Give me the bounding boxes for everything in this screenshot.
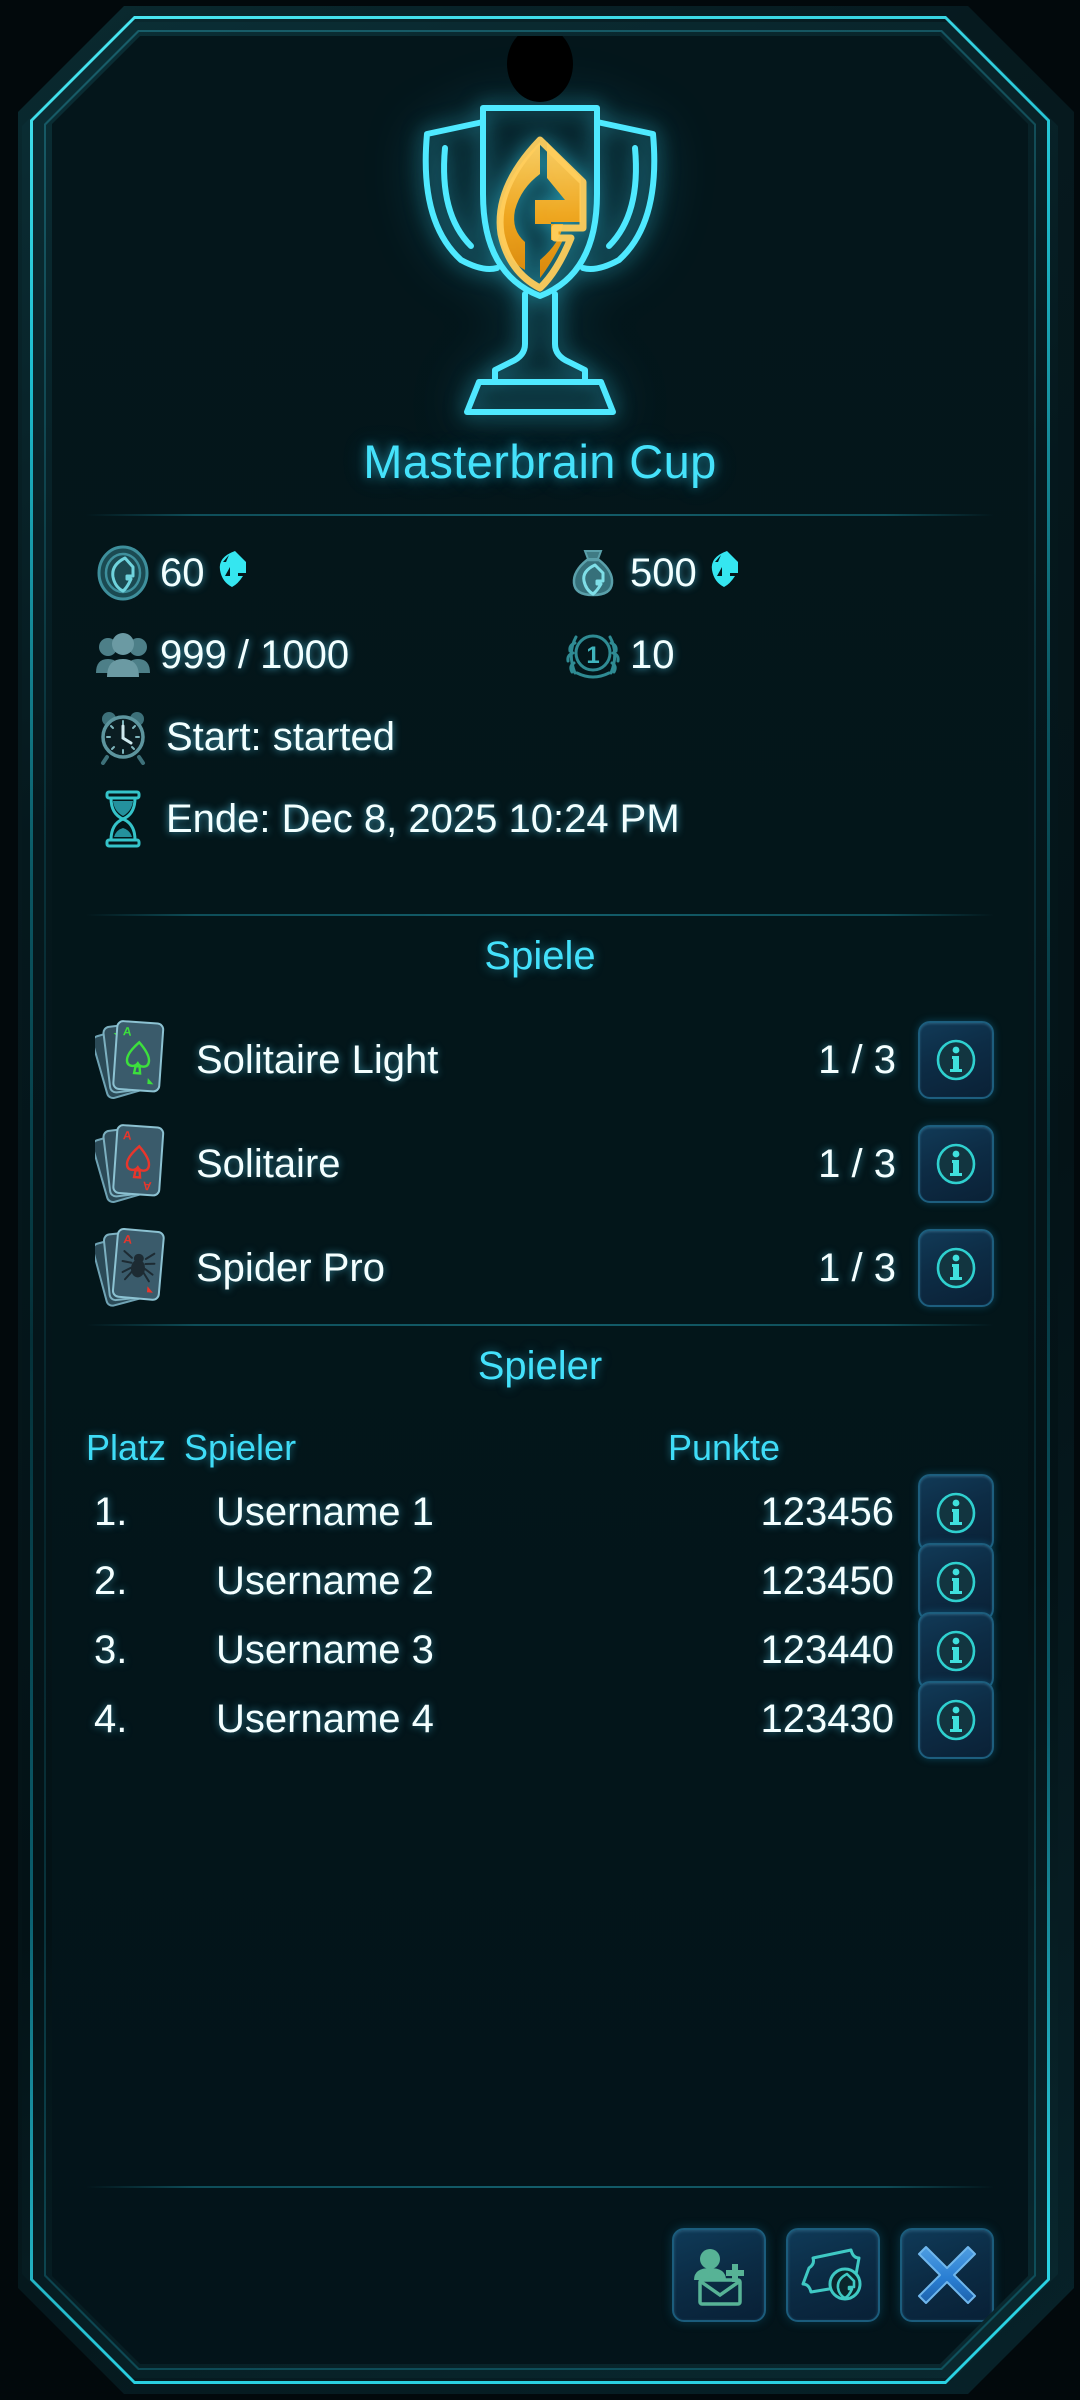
info-icon [936,1247,976,1289]
game-info-button[interactable] [918,1021,994,1099]
info-icon [936,1561,976,1602]
stats-row-counts: 999 / 1000 1 [86,614,994,696]
divider [86,514,994,516]
svg-text:A: A [123,1232,133,1247]
game-progress: 1 / 3 [818,1141,896,1186]
player-points: 123456 [760,1490,894,1534]
info-icon [936,1143,976,1185]
svg-text:A: A [142,1179,152,1194]
cards-spider-icon: A [86,1225,182,1311]
divider [86,1324,994,1326]
player-name: Username 1 [216,1490,434,1534]
players-count-stat: 999 / 1000 [86,631,556,679]
page-title: Masterbrain Cup [363,435,717,488]
currency-icon-entry [217,549,247,597]
svg-text:A: A [122,1024,132,1039]
player-rank: 3. [94,1628,128,1672]
player-info-button[interactable] [918,1680,994,1759]
games-list: A Solitaire Light 1 / 3 [86,1008,994,1320]
table-row[interactable]: 4. Username 4 123430 [86,1680,994,1759]
end-time-value: Ende: Dec 8, 2025 10:24 PM [166,796,680,841]
money-bag-icon [556,545,630,601]
tournament-stats: 60 [86,532,994,860]
table-row[interactable]: 2. Username 2 123450 [86,1542,994,1621]
info-icon [936,1492,976,1533]
table-row[interactable]: 3. Username 3 123440 [86,1611,994,1690]
players-table: Platz Spieler Punkte 1. Username 1 12345… [86,1418,994,1759]
invite-user-button[interactable] [672,2228,766,2322]
ticket-button[interactable] [786,2228,880,2322]
hourglass-icon [86,790,160,848]
footer-actions [86,2220,994,2330]
divider [86,2186,994,2188]
players-count-value: 999 / 1000 [160,632,350,677]
player-info-button[interactable] [918,1611,994,1690]
prize-pool-value: 500 [630,550,697,595]
stats-row-fees: 60 [86,532,994,614]
people-icon [86,631,160,679]
game-info-button[interactable] [918,1229,994,1307]
entry-fee-value: 60 [160,550,205,595]
cards-spade-red-icon: A A [86,1121,182,1207]
player-name: Username 4 [216,1697,434,1741]
coin-icon [86,545,160,601]
info-icon [936,1630,976,1671]
games-heading: Spiele [484,934,596,978]
player-rank: 2. [94,1559,128,1603]
game-progress: 1 / 3 [818,1245,896,1290]
start-time-value: Start: started [166,714,395,759]
game-row-spider-pro[interactable]: A Spider Pro 1 / 3 [86,1216,994,1320]
close-icon [918,2246,976,2304]
player-points: 123450 [760,1559,894,1603]
ticket-coin-icon [801,2248,862,2301]
stats-row-start: Start: started [86,696,994,778]
game-info-button[interactable] [918,1125,994,1203]
svg-text:1: 1 [586,642,599,669]
info-icon [936,1039,976,1081]
laurel-rank-icon: 1 [556,627,630,683]
players-table-header: Platz Spieler Punkte [86,1418,994,1478]
prize-pool-stat: 500 [556,545,739,601]
alarm-clock-icon [86,709,160,765]
content-panel: Masterbrain Cup 60 [52,36,1028,2364]
player-name: Username 3 [216,1628,434,1672]
players-heading: Spieler [477,1344,603,1388]
column-header-points: Punkte [668,1427,781,1468]
game-row-solitaire[interactable]: A A Solitaire 1 / 3 [86,1112,994,1216]
close-button[interactable] [900,2228,994,2322]
trophy-icon [52,62,1028,442]
player-name: Username 2 [216,1559,434,1603]
column-header-name: Spieler [184,1427,297,1468]
player-rank: 1. [94,1490,128,1534]
column-header-rank: Platz [86,1427,167,1468]
invite-user-icon [694,2249,744,2306]
entry-fee-stat: 60 [86,545,556,601]
divider [86,914,994,916]
player-points: 123440 [760,1628,894,1672]
currency-icon-prize [709,549,739,597]
cards-spade-green-icon: A [86,1017,182,1103]
player-rank: 4. [94,1697,128,1741]
winners-count-stat: 1 10 [556,627,675,683]
game-name: Spider Pro [196,1245,385,1290]
player-info-button[interactable] [918,1473,994,1552]
game-name: Solitaire Light [196,1037,439,1082]
player-info-button[interactable] [918,1542,994,1621]
info-icon [936,1699,976,1740]
winners-count-value: 10 [630,632,675,677]
game-progress: 1 / 3 [818,1037,896,1082]
stats-row-end: Ende: Dec 8, 2025 10:24 PM [86,778,994,860]
svg-text:A: A [122,1128,132,1143]
game-name: Solitaire [196,1141,341,1186]
player-points: 123430 [760,1697,894,1741]
game-row-solitaire-light[interactable]: A Solitaire Light 1 / 3 [86,1008,994,1112]
table-row[interactable]: 1. Username 1 123456 [86,1473,994,1552]
